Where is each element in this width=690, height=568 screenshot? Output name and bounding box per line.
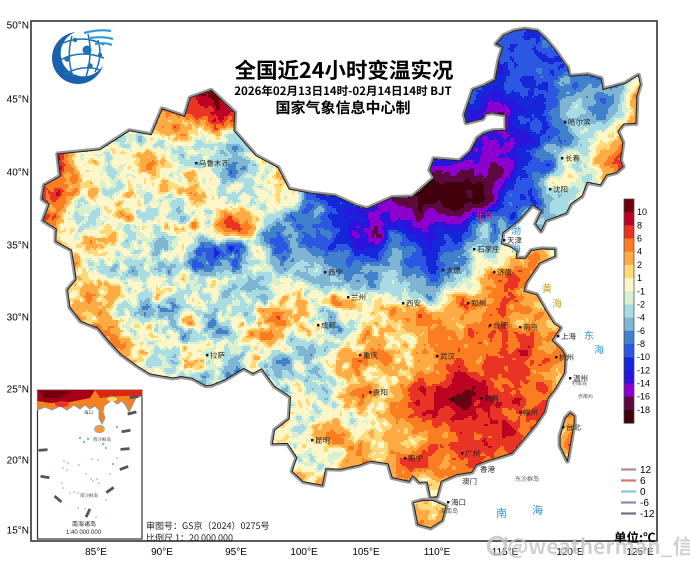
svg-text:12: 12 (640, 465, 652, 476)
svg-text:95°E: 95°E (225, 547, 247, 558)
svg-text:-10: -10 (637, 352, 650, 362)
svg-text:2: 2 (637, 260, 642, 270)
svg-text:10: 10 (637, 207, 647, 217)
svg-text:-8: -8 (637, 339, 645, 349)
svg-text:-14: -14 (637, 379, 650, 389)
svg-text:6: 6 (637, 234, 642, 244)
svg-text:50°N: 50°N (7, 21, 29, 32)
svg-text:-18: -18 (637, 405, 650, 415)
svg-text:-2: -2 (637, 299, 645, 309)
svg-text:-12: -12 (637, 365, 650, 375)
svg-text:-6: -6 (640, 498, 649, 509)
svg-text:45°N: 45°N (7, 95, 29, 106)
svg-text:25°N: 25°N (7, 385, 29, 396)
svg-text:6: 6 (640, 476, 646, 487)
svg-text:8: 8 (637, 220, 642, 230)
svg-text:35°N: 35°N (7, 241, 29, 252)
svg-text:0: 0 (640, 487, 646, 498)
svg-text:1: 1 (637, 273, 642, 283)
svg-text:110°E: 110°E (424, 547, 451, 558)
svg-text:15°N: 15°N (7, 526, 29, 537)
svg-text:-12: -12 (640, 509, 655, 520)
svg-text:30°N: 30°N (7, 313, 29, 324)
svg-text:1:40 000 000: 1:40 000 000 (66, 530, 102, 536)
svg-text:115°E: 115°E (492, 547, 519, 558)
svg-text:4: 4 (637, 247, 642, 257)
svg-text:90°E: 90°E (151, 547, 173, 558)
svg-text:105°E: 105°E (352, 547, 380, 558)
svg-text:-6: -6 (637, 326, 645, 336)
svg-text:-4: -4 (637, 313, 645, 323)
svg-text:120°E: 120°E (556, 547, 584, 558)
svg-text:-1: -1 (637, 286, 645, 296)
svg-text:100°E: 100°E (290, 547, 318, 558)
svg-text:20°N: 20°N (7, 456, 29, 467)
svg-text:85°E: 85°E (85, 547, 107, 558)
svg-text:40°N: 40°N (7, 168, 29, 179)
svg-text:-16: -16 (637, 392, 650, 402)
